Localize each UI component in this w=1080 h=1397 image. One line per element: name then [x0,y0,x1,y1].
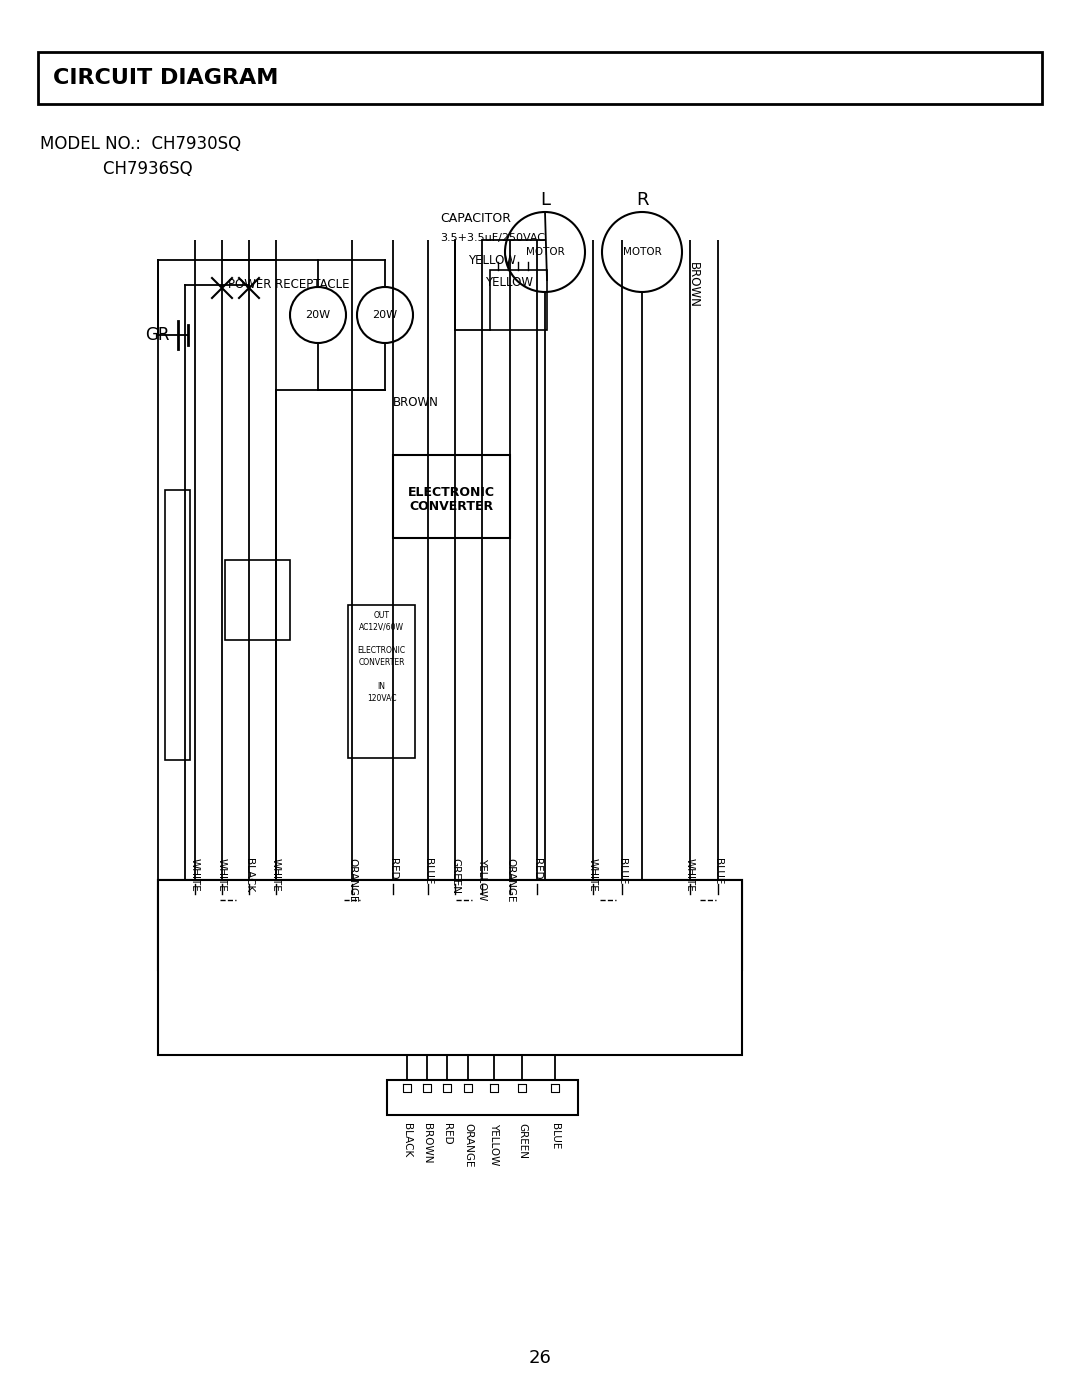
Text: BROWN: BROWN [687,263,700,307]
Bar [675,880,740,967]
Text: ORANGE: ORANGE [347,858,357,902]
Text: L: L [540,191,550,210]
Text: YELLOW: YELLOW [468,253,516,267]
Text: ORANGE: ORANGE [463,1123,473,1168]
Text: GREEN: GREEN [450,858,460,894]
Text: YELLOW: YELLOW [477,858,487,901]
Text: YELLOW: YELLOW [485,277,534,289]
Bar [165,490,190,760]
Text: BLUE: BLUE [617,858,627,884]
Bar [490,270,546,330]
Bar [158,880,742,1055]
Text: BROWN: BROWN [422,1123,432,1164]
Text: 20W: 20W [306,310,330,320]
Bar [38,52,1042,103]
Text: CIRCUIT DIAGRAM: CIRCUIT DIAGRAM [53,68,279,88]
Bar [380,880,548,967]
Text: BLACK: BLACK [402,1123,411,1157]
Text: CONVERTER: CONVERTER [409,500,494,513]
Text: ORANGE: ORANGE [505,858,515,902]
Text: MODEL NO.:  CH7930SQ: MODEL NO.: CH7930SQ [40,136,241,154]
Text: ELECTRONIC: ELECTRONIC [408,486,495,499]
Text: CAPACITOR: CAPACITOR [440,211,511,225]
Text: RED: RED [442,1123,453,1144]
Text: 3.5+3.5uF/250VAC: 3.5+3.5uF/250VAC [440,233,545,243]
Bar [225,560,291,640]
Bar [387,1080,578,1115]
Text: BLUE: BLUE [713,858,723,884]
Text: RED: RED [532,858,542,880]
Text: 20W: 20W [373,310,397,320]
Text: GR: GR [146,326,170,344]
Text: OUT
AC12V/60W

ELECTRONIC
CONVERTER

IN
120VAC: OUT AC12V/60W ELECTRONIC CONVERTER IN 12… [357,610,406,703]
Text: WHITE: WHITE [271,858,281,891]
Text: WHITE: WHITE [685,858,696,891]
Bar [393,455,510,538]
Text: RED: RED [388,858,399,880]
Text: R: R [636,191,648,210]
Text: YELLOW: YELLOW [489,1123,499,1165]
Bar [578,880,638,967]
Text: 26: 26 [528,1350,552,1368]
Text: BLUE: BLUE [423,858,433,884]
Text: BLACK: BLACK [244,858,254,893]
Text: CH7936SQ: CH7936SQ [40,161,192,177]
Bar [335,880,368,967]
Text: MOTOR: MOTOR [623,247,661,257]
Text: GREEN: GREEN [517,1123,527,1160]
Text: POWER RECEPTACLE: POWER RECEPTACLE [228,278,350,292]
Bar [160,880,295,967]
Bar [348,605,415,759]
Text: WHITE: WHITE [588,858,598,891]
Bar [158,880,742,970]
Text: BROWN: BROWN [393,395,438,408]
Text: WHITE: WHITE [190,858,200,891]
Text: WHITE: WHITE [217,858,227,891]
Text: BLUE: BLUE [550,1123,561,1150]
Text: MOTOR: MOTOR [526,247,565,257]
